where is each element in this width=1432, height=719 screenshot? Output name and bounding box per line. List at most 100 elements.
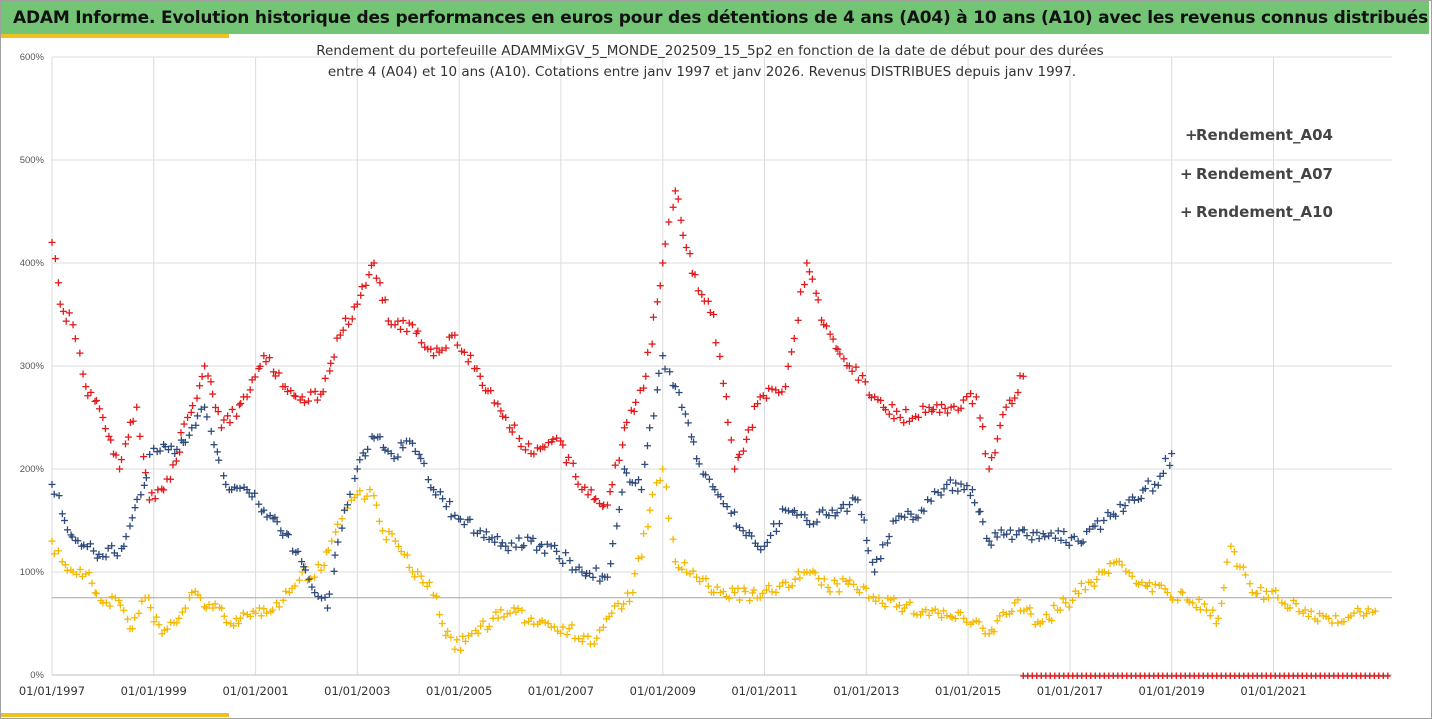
point-rendement-a07 (983, 534, 991, 542)
point-rendement-a10 (595, 499, 603, 507)
point-rendement-a10 (885, 410, 893, 418)
point-rendement-a04 (940, 607, 948, 615)
point-rendement-a04 (411, 573, 419, 581)
point-rendement-a07 (643, 442, 651, 450)
point-rendement-a04 (429, 591, 437, 599)
point-rendement-a07 (146, 450, 154, 458)
point-rendement-a04 (875, 594, 883, 602)
point-rendement-a07 (695, 460, 703, 468)
point-rendement-a07 (825, 512, 833, 520)
point-rendement-a04 (178, 608, 186, 616)
point-rendement-a04 (644, 523, 652, 531)
point-rendement-a07 (397, 439, 405, 447)
point-rendement-a10 (788, 348, 796, 356)
point-rendement-a10 (739, 447, 747, 455)
point-rendement-a10 (959, 396, 967, 404)
point-rendement-a07 (727, 509, 735, 517)
point-rendement-a07 (1015, 527, 1023, 535)
point-rendement-a10 (365, 271, 373, 279)
point-rendement-a07 (456, 515, 464, 523)
point-rendement-a07 (171, 450, 179, 458)
point-rendement-a04 (1115, 557, 1123, 565)
point-rendement-a04 (746, 597, 754, 605)
point-rendement-a10 (367, 261, 375, 269)
point-rendement-a04 (1369, 608, 1377, 616)
point-rendement-a04 (681, 559, 689, 567)
point-rendement-a10 (508, 428, 516, 436)
point-rendement-a04 (388, 530, 396, 538)
point-rendement-a07 (133, 495, 141, 503)
point-rendement-a10 (198, 373, 206, 381)
point-rendement-a07 (767, 531, 775, 539)
point-rendement-a07 (987, 541, 995, 549)
point-rendement-a10 (644, 348, 652, 356)
point-rendement-a04 (584, 632, 592, 640)
point-rendement-a10 (71, 335, 79, 343)
point-rendement-a10 (177, 429, 185, 437)
point-rendement-a04 (97, 597, 105, 605)
point-rendement-a10 (311, 387, 319, 395)
point-rendement-a07 (884, 539, 892, 547)
point-rendement-a04 (844, 580, 852, 588)
point-rendement-a04 (1056, 606, 1064, 614)
point-rendement-a10 (682, 244, 690, 252)
point-rendement-a10 (160, 486, 168, 494)
point-rendement-a10 (653, 298, 661, 306)
point-rendement-a10 (56, 300, 64, 308)
point-rendement-a04 (1286, 604, 1294, 612)
point-rendement-a10 (630, 407, 638, 415)
point-rendement-a10 (822, 322, 830, 330)
point-rendement-a04 (1206, 612, 1214, 620)
point-rendement-a04 (925, 611, 933, 619)
point-rendement-a04 (671, 558, 679, 566)
point-rendement-a07 (687, 433, 695, 441)
point-rendement-a04 (521, 619, 529, 627)
point-rendement-a07 (551, 541, 559, 549)
point-rendement-a04 (1050, 601, 1058, 609)
point-rendement-a10 (574, 480, 582, 488)
point-rendement-a04 (796, 574, 804, 582)
point-rendement-a04 (559, 623, 567, 631)
point-rendement-a04 (707, 588, 715, 596)
point-rendement-a07 (102, 553, 110, 561)
point-rendement-a07 (596, 577, 604, 585)
point-rendement-a04 (106, 602, 114, 610)
point-rendement-a07 (559, 559, 567, 567)
point-rendement-a04 (1179, 589, 1187, 597)
point-rendement-a07 (236, 484, 244, 492)
point-rendement-a10 (490, 399, 498, 407)
point-rendement-a10 (599, 502, 607, 510)
point-rendement-a07 (641, 460, 649, 468)
point-rendement-a10 (694, 287, 702, 295)
point-rendement-a04 (1145, 579, 1153, 587)
point-rendement-a04 (1135, 580, 1143, 588)
point-rendement-a04 (887, 596, 895, 604)
point-rendement-a07 (678, 403, 686, 411)
point-rendement-a04 (568, 621, 576, 629)
point-rendement-a10 (600, 501, 608, 509)
point-rendement-a07 (536, 542, 544, 550)
point-rendement-a10 (246, 386, 254, 394)
point-rendement-a10 (362, 281, 370, 289)
point-rendement-a04 (817, 581, 825, 589)
point-rendement-a04 (54, 547, 62, 555)
point-rendement-a07 (197, 405, 205, 413)
point-rendement-a04 (67, 566, 75, 574)
point-rendement-a04 (872, 597, 880, 605)
point-rendement-a04 (356, 487, 364, 495)
point-rendement-a04 (414, 568, 422, 576)
point-rendement-a10 (228, 405, 236, 413)
point-rendement-a04 (665, 514, 673, 522)
point-rendement-a04 (741, 588, 749, 596)
point-rendement-a07 (952, 479, 960, 487)
point-rendement-a07 (161, 443, 169, 451)
point-rendement-a10 (957, 404, 965, 412)
point-rendement-a04 (150, 618, 158, 626)
point-rendement-a10 (284, 387, 292, 395)
point-rendement-a10 (515, 434, 523, 442)
point-rendement-a07 (251, 489, 259, 497)
point-rendement-a10 (59, 307, 67, 315)
point-rendement-a04 (634, 554, 642, 562)
point-rendement-a04 (397, 547, 405, 555)
point-rendement-a04 (599, 623, 607, 631)
